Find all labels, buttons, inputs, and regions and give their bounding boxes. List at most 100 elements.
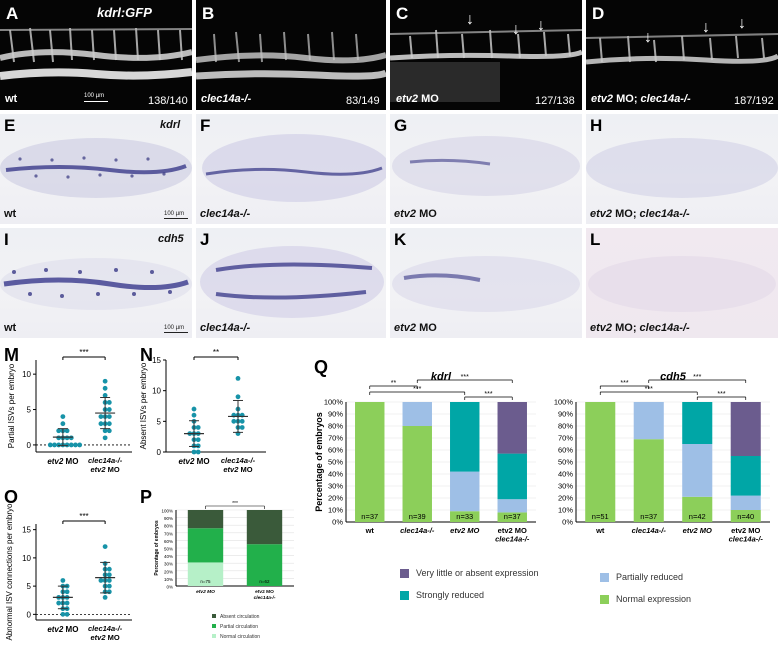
arrow-icon: ↓: [466, 11, 474, 28]
y-tick-label: 80%: [164, 524, 173, 529]
genotype-label-clec: clec14a-/-: [640, 93, 691, 105]
y-tick-label: 90%: [164, 516, 173, 521]
data-point: [60, 414, 66, 420]
embryo-count: 83/149: [346, 95, 380, 107]
sig-label: ***: [645, 386, 653, 393]
data-point: [77, 442, 83, 448]
x-tick-label: etv2 MO: [91, 465, 120, 474]
bar-segment: [187, 562, 224, 586]
data-point: [102, 435, 108, 441]
count-label: n=51: [592, 512, 609, 521]
y-axis-label: Percentage of embryos: [154, 520, 160, 576]
genotype-label: etv2 MO; clec14a-/-: [590, 209, 690, 220]
bar-segment: [633, 402, 664, 440]
ish-image-h: [586, 138, 778, 198]
data-point: [102, 392, 108, 398]
y-tick-label: 60%: [164, 539, 173, 544]
genotype-label: etv2 MO; clec14a-/-: [591, 94, 691, 105]
panel-e: E kdrl wt 100 µm: [0, 114, 192, 224]
bar-segment: [450, 511, 480, 522]
genotype-label-gene: etv2: [394, 208, 417, 220]
y-tick-label: 80%: [328, 422, 343, 431]
chart-q-kdrl: 0% 10% 20% 30% 40% 50% 60% 70% 80% 90% 100%Percent…: [314, 371, 536, 544]
scale-label: 100 µm: [84, 93, 105, 99]
data-point: [60, 611, 66, 617]
arrow-icon: ↓: [512, 21, 520, 38]
data-point: [106, 566, 112, 572]
genotype-label-mo: MO: [416, 208, 437, 220]
data-point: [56, 428, 62, 434]
y-tick-label: 40%: [328, 470, 343, 479]
data-point: [235, 376, 241, 381]
data-point: [239, 418, 245, 424]
y-tick-label: 90%: [328, 410, 343, 419]
y-axis-label: Absent ISVs per embryo: [139, 362, 148, 449]
panel-letter: A: [6, 4, 19, 23]
y-tick-label: 70%: [328, 434, 343, 443]
vessel-image-d: [586, 33, 778, 65]
chart-title: cdh5: [660, 371, 687, 383]
y-tick-label: 20%: [328, 494, 343, 503]
arrow-icon: ↓: [537, 17, 545, 34]
vessel-image-b: [196, 31, 386, 80]
panel-letter: H: [590, 116, 603, 135]
genotype-label: etv2 MO: [396, 94, 439, 105]
genotype-label-mo: MO: [612, 322, 633, 334]
x-tick-label: etv2 MO: [91, 633, 120, 642]
panel-a: A kdrl:GFP wt 138/140 100 µm: [0, 0, 192, 110]
data-point: [102, 378, 108, 384]
genotype-label: clec14a-/-: [201, 93, 252, 105]
x-tick-label: clec14a-/-: [254, 595, 276, 601]
y-tick-label: 60%: [558, 446, 573, 455]
x-tick-label: etv2 MO: [223, 465, 252, 474]
data-point: [106, 400, 112, 405]
sig-label: ***: [693, 374, 701, 381]
legend-swatch: [400, 569, 409, 578]
embryo-count: 138/140: [148, 95, 188, 107]
data-point: [64, 442, 70, 448]
y-tick-label: 10: [22, 554, 31, 563]
data-point: [106, 572, 112, 578]
y-tick-label: 100%: [161, 509, 173, 514]
y-tick-label: 20%: [164, 569, 173, 574]
bar-segment: [497, 402, 527, 454]
ish-image-g: [392, 136, 580, 196]
y-tick-label: 10%: [328, 506, 343, 515]
x-tick-label: clec14a-/-: [88, 456, 123, 465]
data-point: [191, 412, 197, 418]
sig-label: ***: [413, 386, 421, 393]
data-point: [98, 414, 104, 420]
y-tick-label: 20%: [558, 494, 573, 503]
panel-letter-m: M: [4, 345, 19, 365]
y-tick-label: 70%: [558, 434, 573, 443]
ish-image-i: [0, 258, 192, 310]
bar-segment: [682, 402, 713, 444]
panel-h: H etv2 MO; clec14a-/-: [586, 114, 778, 224]
bar-segment: [682, 444, 713, 497]
data-point: [60, 578, 66, 583]
sig-label: ***: [232, 501, 238, 507]
panel-d: D ↓ ↓ ↓ etv2 MO; clec14a-/- 187/192: [586, 0, 778, 110]
vessel-image-a: [0, 27, 192, 80]
panel-letter-n: N: [140, 345, 153, 365]
x-tick-label: etv2 MO: [731, 526, 760, 535]
panel-i: I cdh5 wt 100 µm: [0, 228, 192, 338]
count-label: n=75: [200, 579, 211, 584]
genotype-label-sep: ;: [633, 93, 641, 105]
sig-label: **: [391, 380, 397, 387]
x-tick-label: wt: [365, 526, 375, 535]
bar-segment: [497, 512, 527, 522]
y-tick-label: 5: [27, 582, 32, 591]
y-tick-label: 5: [27, 406, 32, 415]
data-point: [52, 442, 57, 448]
legend-swatch: [212, 634, 216, 638]
chart-o: 0 5 10 15 Abnormal ISV connections per embry…: [5, 503, 132, 642]
panel-letter: F: [200, 116, 211, 135]
genotype-label-gene: etv2: [591, 93, 614, 105]
embryo-count: 127/138: [535, 95, 575, 107]
q-legend: Very little or absent expression Partial…: [400, 560, 778, 620]
panel-letter: K: [394, 230, 407, 249]
y-tick-label: 70%: [164, 531, 173, 536]
y-tick-label: 90%: [558, 410, 573, 419]
